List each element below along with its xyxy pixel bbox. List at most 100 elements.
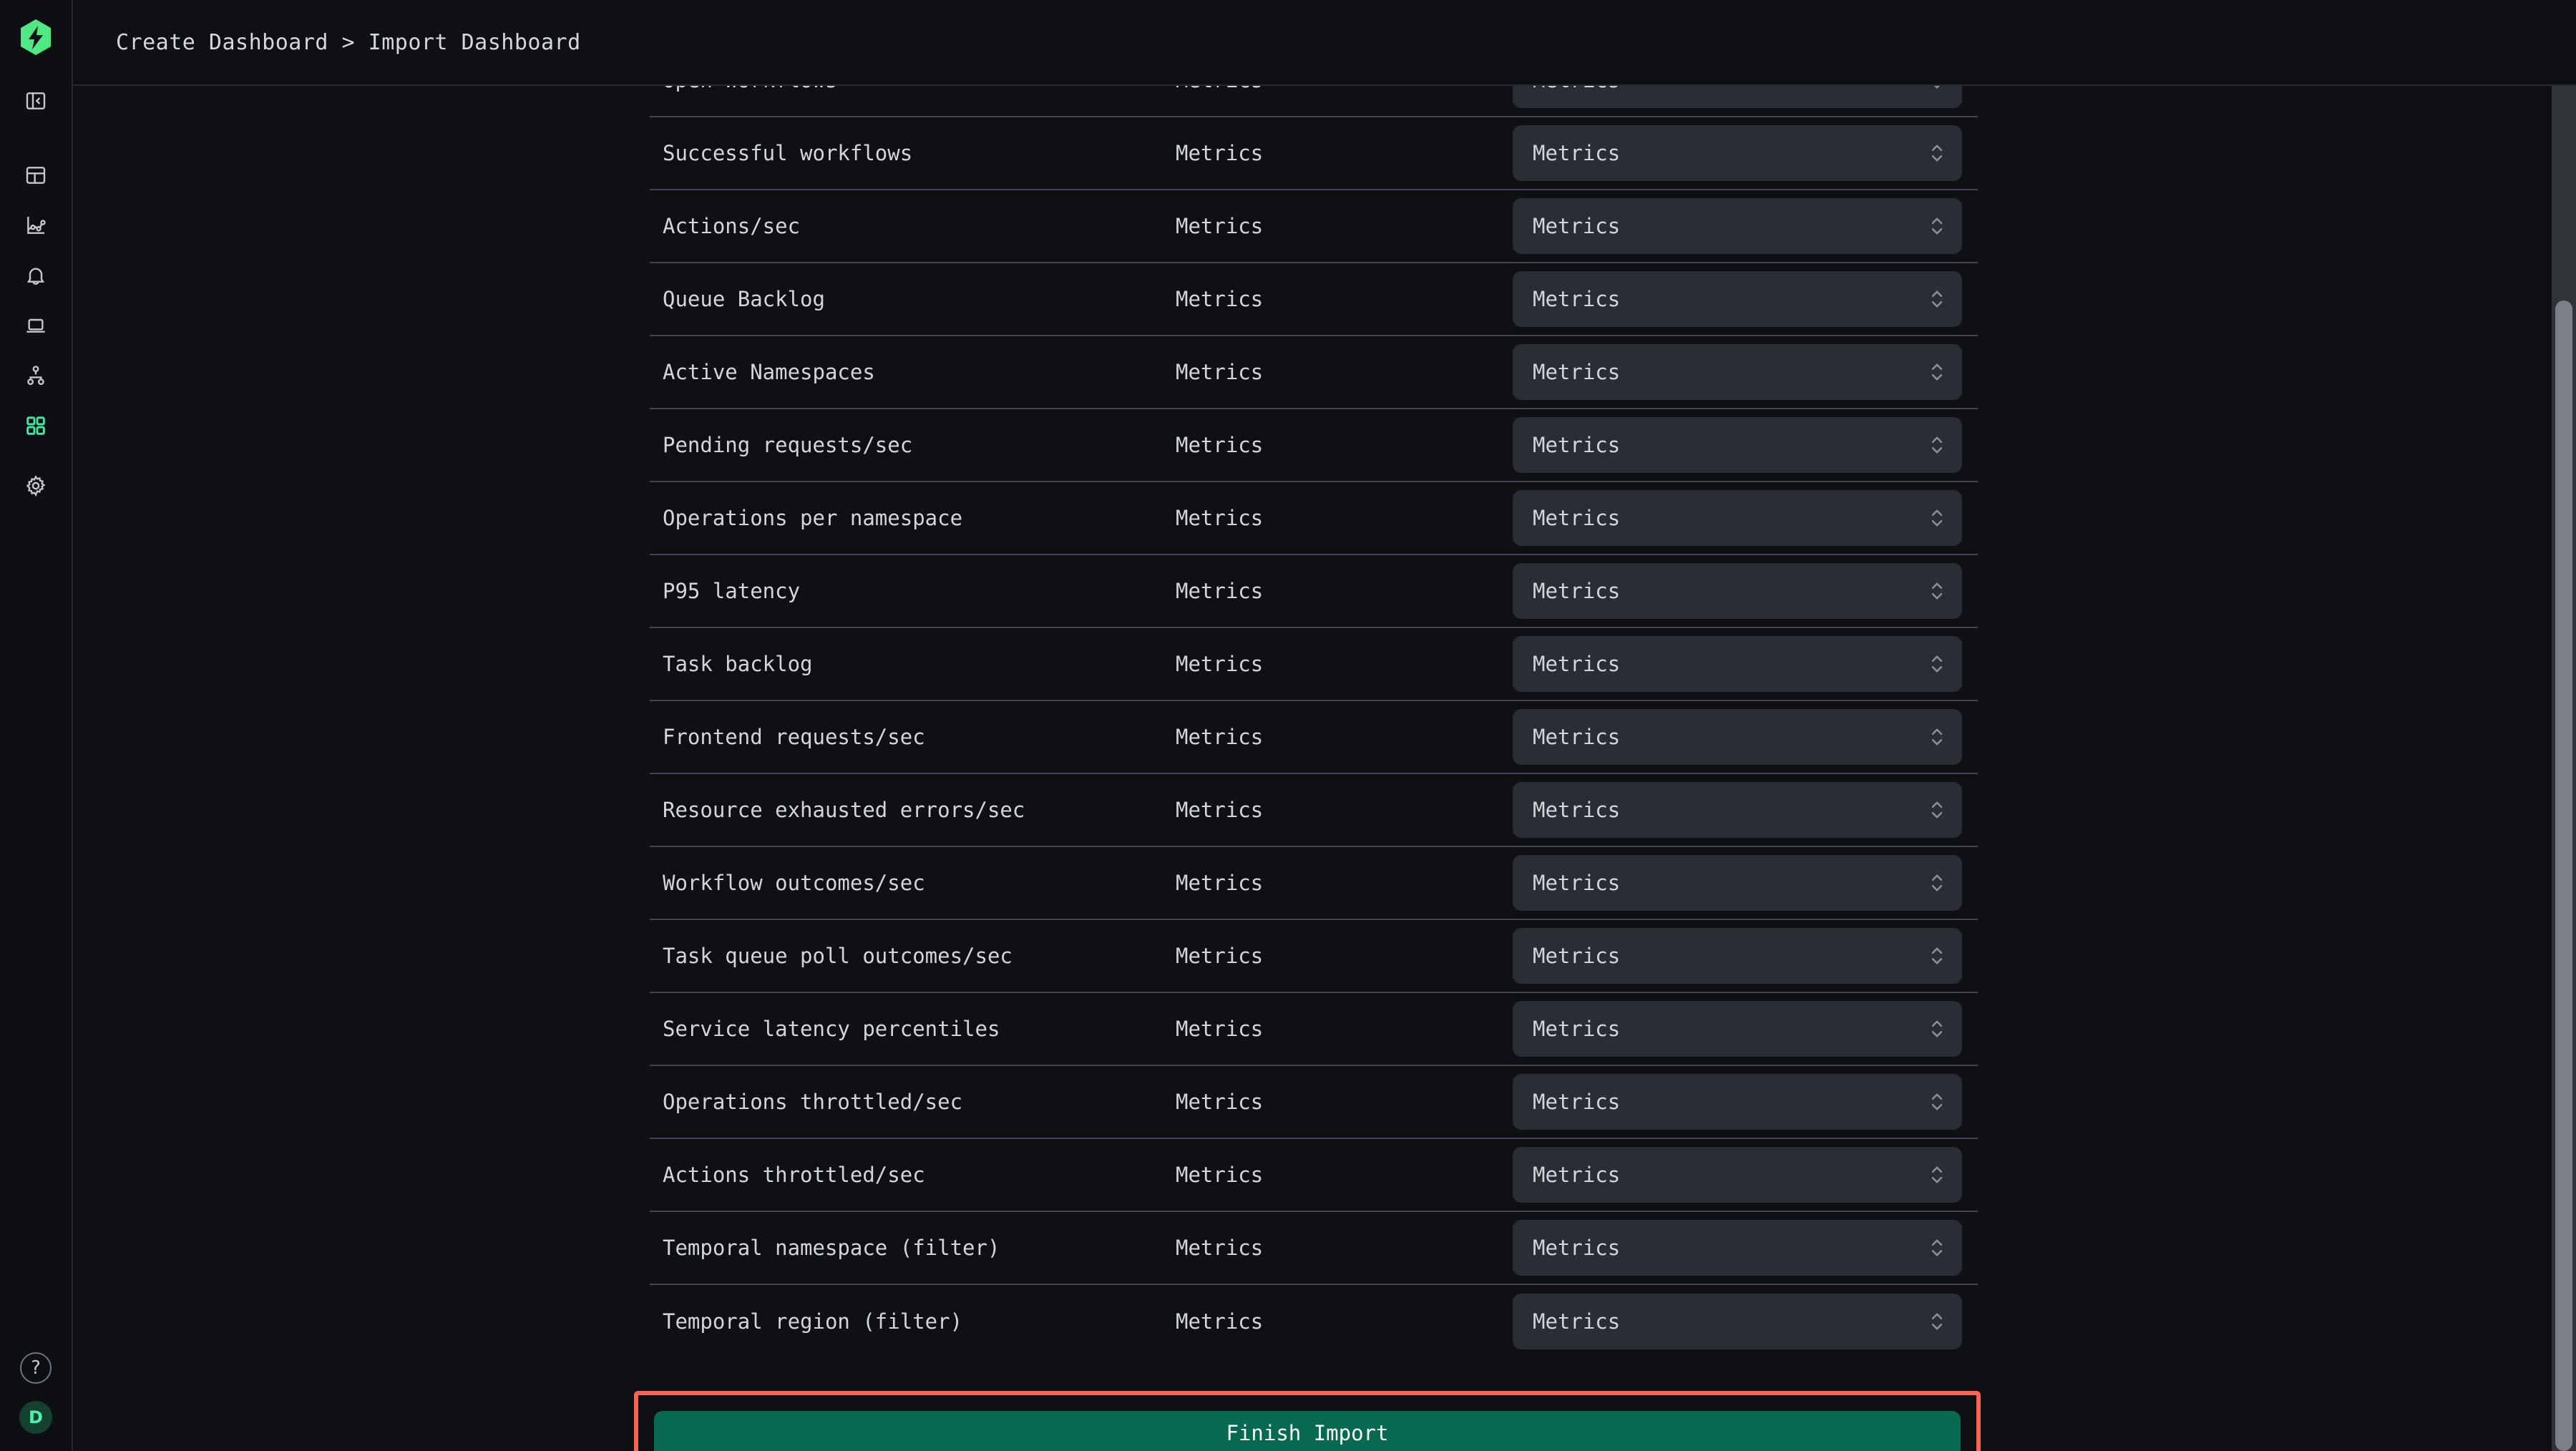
row-metric-name: Temporal region (filter)	[663, 1309, 963, 1334]
mapping-select[interactable]: Metrics	[1513, 1074, 1962, 1130]
mapping-select[interactable]: Metrics	[1513, 198, 1962, 254]
mapping-select-value: Metrics	[1533, 725, 1621, 749]
row-metric-type: Metrics	[1176, 1090, 1264, 1114]
row-metric-name: Resource exhausted errors/sec	[663, 798, 1025, 822]
row-mapping-cell: Metrics	[1501, 709, 1978, 765]
row-metric-type: Metrics	[1176, 798, 1264, 822]
mapping-select-value: Metrics	[1533, 1163, 1621, 1187]
chevron-up-down-icon	[1929, 214, 1945, 238]
row-metric-name: Actions/sec	[663, 214, 801, 238]
chevron-up-down-icon	[1929, 798, 1945, 822]
mapping-select[interactable]: Metrics	[1513, 417, 1962, 473]
row-metric-type: Metrics	[1176, 1017, 1264, 1041]
sitemap-hierarchy-icon	[24, 364, 47, 387]
table-row: Resource exhausted errors/sec Metrics Metr…	[650, 774, 1978, 847]
row-metric-type: Metrics	[1176, 433, 1264, 457]
mapping-select[interactable]: Metrics	[1513, 490, 1962, 546]
table-row: Pending requests/sec Metrics Metrics	[650, 409, 1978, 482]
row-metric-name: Active Namespaces	[663, 360, 875, 384]
sidebar-footer: ? D	[0, 1352, 72, 1434]
row-metric-type: Metrics	[1176, 214, 1264, 238]
main-content: Create Dashboard > Import Dashboard Open…	[73, 0, 2576, 1451]
row-metric-type: Metrics	[1176, 1236, 1264, 1260]
bell-alerts-icon	[24, 264, 47, 287]
table-row: Temporal region (filter) Metrics Metrics	[650, 1285, 1978, 1358]
row-mapping-cell: Metrics	[1501, 490, 1978, 546]
mapping-select[interactable]: Metrics	[1513, 636, 1962, 692]
sidebar-item-alerts[interactable]	[14, 253, 58, 298]
sidebar-item-dashboards[interactable]	[14, 153, 58, 197]
mapping-select[interactable]: Metrics	[1513, 125, 1962, 181]
mapping-select-value: Metrics	[1533, 141, 1621, 165]
table-row: Operations per namespace Metrics Metrics	[650, 482, 1978, 555]
mapping-select[interactable]: Metrics	[1513, 1294, 1962, 1349]
row-mapping-cell: Metrics	[1501, 198, 1978, 254]
chevron-up-down-icon	[1929, 871, 1945, 895]
mapping-select[interactable]: Metrics	[1513, 855, 1962, 911]
mapping-select-value: Metrics	[1533, 798, 1621, 822]
top-bar: Create Dashboard > Import Dashboard	[73, 0, 2576, 86]
row-metric-type: Metrics	[1176, 1163, 1264, 1187]
row-mapping-cell: Metrics	[1501, 1220, 1978, 1276]
mapping-select[interactable]: Metrics	[1513, 563, 1962, 619]
table-row: Operations throttled/sec Metrics Metrics	[650, 1066, 1978, 1139]
help-question-icon[interactable]: ?	[20, 1352, 52, 1384]
mapping-select[interactable]: Metrics	[1513, 1001, 1962, 1057]
row-metric-type: Metrics	[1176, 1309, 1264, 1334]
mapping-select-value: Metrics	[1513, 86, 1620, 92]
sidebar-item-metrics[interactable]	[14, 203, 58, 248]
finish-import-button[interactable]: Finish Import	[654, 1411, 1961, 1451]
sidebar: ? D	[0, 0, 73, 1451]
row-mapping-cell: Metrics	[1501, 344, 1978, 400]
mapping-select[interactable]: Metrics	[1513, 1147, 1962, 1203]
mapping-select[interactable]: Metrics	[1513, 344, 1962, 400]
row-mapping-cell: Metrics	[1501, 417, 1978, 473]
sidebar-item-monitors[interactable]	[14, 303, 58, 348]
sidebar-item-settings[interactable]	[14, 464, 58, 508]
mapping-select[interactable]: Metrics	[1513, 928, 1962, 984]
mapping-select[interactable]: Metrics	[1513, 782, 1962, 838]
mapping-select[interactable]: Metrics	[1513, 271, 1962, 327]
chevron-up-down-icon	[1929, 1163, 1945, 1187]
row-metric-type: Metrics	[1176, 360, 1264, 384]
mapping-select[interactable]: Metrics	[1513, 709, 1962, 765]
vertical-scrollbar-track[interactable]	[2552, 86, 2576, 1451]
table-row: Service latency percentiles Metrics Metric…	[650, 993, 1978, 1066]
vertical-scrollbar-thumb[interactable]	[2555, 301, 2572, 1451]
chevron-up-down-icon	[1929, 360, 1945, 384]
app-logo[interactable]	[16, 17, 56, 57]
chevron-up-down-icon	[1929, 652, 1945, 676]
sidebar-item-service-map[interactable]	[14, 353, 58, 398]
sidebar-item-apps[interactable]	[14, 404, 58, 448]
table-row: Task backlog Metrics Metrics	[650, 628, 1978, 701]
mapping-select[interactable]: Metrics	[1513, 86, 1962, 108]
row-metric-name: Successful workflows	[663, 141, 913, 165]
table-row: P95 latency Metrics Metrics	[650, 555, 1978, 628]
row-mapping-cell: Metrics	[1501, 782, 1978, 838]
chevron-up-down-icon	[1929, 141, 1945, 165]
chevron-up-down-icon	[1929, 1236, 1945, 1260]
row-metric-name: Operations throttled/sec	[663, 1090, 963, 1114]
mapping-select-value: Metrics	[1533, 652, 1621, 676]
mapping-select-value: Metrics	[1533, 214, 1621, 238]
row-metric-type: Metrics	[1176, 506, 1264, 530]
table-row: Open WorkflowsMetricsMetrics	[650, 86, 1978, 117]
row-metric-name: Pending requests/sec	[663, 433, 913, 457]
mapping-select-value: Metrics	[1533, 1090, 1621, 1114]
chevron-up-down-icon	[1929, 86, 1945, 92]
sidebar-item-collapse-panel[interactable]	[14, 79, 58, 123]
finish-import-label: Finish Import	[1226, 1421, 1389, 1445]
row-metric-name: Task backlog	[663, 652, 813, 676]
row-metric-type: Metrics	[1176, 725, 1264, 749]
table-row: Task queue poll outcomes/sec Metrics Metri…	[650, 920, 1978, 993]
row-metric-name: Workflow outcomes/sec	[663, 871, 925, 895]
chevron-up-down-icon	[1929, 1309, 1945, 1334]
chevron-up-down-icon	[1929, 579, 1945, 603]
row-mapping-cell: Metrics	[1501, 1294, 1978, 1349]
lightning-hexagon-icon	[21, 19, 51, 55]
table-row: Successful workflows Metrics Metrics	[650, 117, 1978, 190]
avatar[interactable]: D	[19, 1401, 52, 1434]
mapping-select-value: Metrics	[1533, 871, 1621, 895]
mapping-select[interactable]: Metrics	[1513, 1220, 1962, 1276]
row-mapping-cell: Metrics	[1501, 855, 1978, 911]
